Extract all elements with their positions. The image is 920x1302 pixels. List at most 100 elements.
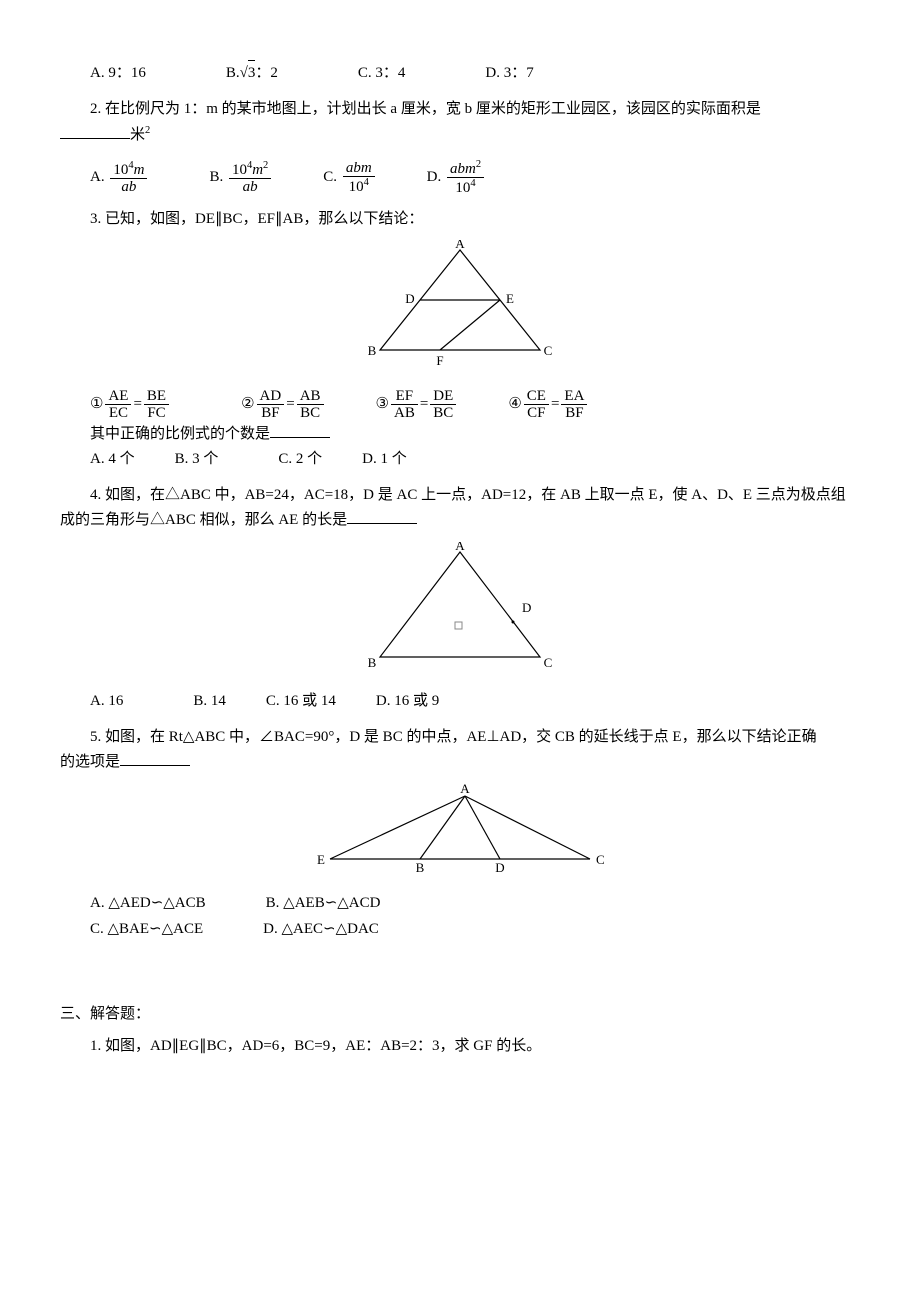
label-e: E — [506, 291, 514, 306]
q3-f1b: BEFC — [144, 388, 169, 422]
q1-b-suffix: ：2 — [255, 61, 278, 87]
q3-f2b-num: AB — [297, 388, 324, 406]
q5-answers: A. △AED∽△ACB B. △AEB∽△ACD C. △BAE∽△ACE D… — [90, 891, 860, 942]
q3-f2b: ABBC — [297, 388, 324, 422]
q3-f1a: AEEC — [105, 388, 131, 422]
q2-option-d: D. abm2 104 — [427, 159, 486, 197]
question-5: 5. 如图，在 Rt△ABC 中，∠BAC=90°，D 是 BC 的中点，AE⊥… — [60, 725, 860, 943]
q3-ans-a: A. 4 个 — [90, 447, 135, 473]
watermark-icon — [455, 622, 462, 629]
q3-blank — [270, 422, 330, 438]
q2a-num: 104m — [110, 160, 147, 180]
q2d-num-val: abm — [450, 161, 476, 177]
label-d: D — [405, 291, 414, 306]
q2b-label: B. — [209, 165, 223, 191]
q4-text-a: 4. 如图，在△ABC 中，AB=24，AC=18，D 是 AC 上一点，AD=… — [60, 483, 860, 509]
label-a: A — [460, 784, 470, 796]
q2-option-row: A. 104m ab B. 104m2 ab C. abm 104 D. abm… — [90, 159, 860, 197]
q2-option-b: B. 104m2 ab — [209, 160, 273, 196]
q3-tail-text: 其中正确的比例式的个数是 — [90, 426, 270, 442]
q3-f3b-num: DE — [430, 388, 456, 406]
q2d-den-base: 10 — [455, 180, 470, 196]
q1-option-a: A. 9：16 — [90, 60, 146, 87]
q5-figure: A E B D C — [60, 784, 860, 884]
label-d: D — [522, 600, 531, 615]
q5-text-a: 5. 如图，在 Rt△ABC 中，∠BAC=90°，D 是 BC 的中点，AE⊥… — [60, 725, 860, 751]
q2-text-content: 2. 在比例尺为 1：m 的某市地图上，计划出长 a 厘米，宽 b 厘米的矩形工… — [90, 101, 761, 117]
q3-text: 3. 已知，如图，DE∥BC，EF∥AB，那么以下结论： — [60, 207, 860, 233]
q2d-den: 104 — [447, 178, 484, 197]
q3-tail: 其中正确的比例式的个数是 — [90, 422, 860, 448]
q1-option-d: D. 3：7 — [485, 60, 533, 87]
q4-text-b-row: 成的三角形与△ABC 相似，那么 AE 的长是 — [60, 508, 860, 534]
q3-sub-2: ② ADBF = ABBC — [241, 388, 325, 422]
question-2: 2. 在比例尺为 1：m 的某市地图上，计划出长 a 厘米，宽 b 厘米的矩形工… — [60, 97, 860, 197]
eq-sign: = — [551, 392, 559, 418]
q3-ans-c: C. 2 个 — [278, 447, 322, 473]
q2a-den-val: ab — [121, 179, 136, 195]
q3-f2a: ADBF — [257, 388, 285, 422]
q3-sub-3: ③ EFAB = DEBC — [376, 388, 459, 422]
q2a-den: ab — [110, 179, 147, 196]
label-a: A — [455, 240, 465, 251]
q2b-num-suf: m — [252, 162, 263, 178]
q2a-frac: 104m ab — [110, 160, 147, 196]
q5-triangle-svg: A E B D C — [310, 784, 610, 874]
eq-sign: = — [420, 392, 428, 418]
q2d-num: abm2 — [447, 159, 484, 179]
q4-ans-d: D. 16 或 9 — [376, 689, 439, 715]
q2b-den-val: ab — [243, 179, 258, 195]
q2b-num: 104m2 — [229, 160, 271, 180]
q3-n1: ① — [90, 392, 103, 418]
q4-text-b: 成的三角形与△ABC 相似，那么 AE 的长是 — [60, 512, 347, 528]
q4-ans-c: C. 16 或 14 — [266, 689, 336, 715]
label-f: F — [436, 353, 443, 368]
sqrt-arg: 3 — [248, 60, 256, 87]
q5-text-b: 的选项是 — [60, 754, 120, 770]
q3-n4: ④ — [508, 392, 521, 418]
label-b: B — [368, 655, 377, 670]
section-3-q1: 1. 如图，AD∥EG∥BC，AD=6，BC=9，AE：AB=2：3，求 GF … — [60, 1034, 860, 1060]
q5-row2: C. △BAE∽△ACE D. △AEC∽△DAC — [90, 917, 860, 943]
q3-figure: A B C D E F — [60, 240, 860, 380]
question-1-options: A. 9：16 B. √3 ：2 C. 3：4 D. 3：7 — [60, 60, 860, 87]
label-c: C — [596, 852, 605, 867]
q3-subopts: ① AEEC = BEFC ② ADBF = ABBC ③ EFAB = DEB… — [90, 388, 860, 422]
q3-f4a: CECF — [524, 388, 549, 422]
q2c-den-exp: 4 — [364, 177, 369, 188]
q2a-label: A. — [90, 165, 105, 191]
q3-f1b-num: BE — [144, 388, 169, 406]
q3-ans-d: D. 1 个 — [362, 447, 407, 473]
q3-n2: ② — [241, 392, 254, 418]
q1-option-c: C. 3：4 — [358, 60, 406, 87]
q3-f3a: EFAB — [391, 388, 418, 422]
label-b: B — [416, 860, 425, 874]
q3-f3b-den: BC — [430, 405, 456, 422]
q2b-num-base: 10 — [232, 162, 247, 178]
q4-answers: A. 16 B. 14 C. 16 或 14 D. 16 或 9 — [90, 689, 860, 715]
q2c-label: C. — [323, 165, 337, 191]
q2-text: 2. 在比例尺为 1：m 的某市地图上，计划出长 a 厘米，宽 b 厘米的矩形工… — [60, 97, 860, 123]
q3-f3b: DEBC — [430, 388, 456, 422]
q2c-num: abm — [343, 160, 375, 178]
q3-f2a-num: AD — [257, 388, 285, 406]
question-4: 4. 如图，在△ABC 中，AB=24，AC=18，D 是 AC 上一点，AD=… — [60, 483, 860, 715]
q4-triangle-svg: A B C D — [350, 542, 570, 672]
label-c: C — [544, 343, 553, 358]
q2b-num-exp2: 2 — [263, 160, 268, 171]
q3-ans-b: B. 3 个 — [175, 447, 219, 473]
q3-f3a-num: EF — [391, 388, 418, 406]
q2d-label: D. — [427, 165, 442, 191]
q4-ans-a: A. 16 — [90, 689, 123, 715]
question-3: 3. 已知，如图，DE∥BC，EF∥AB，那么以下结论： A B C D E F… — [60, 207, 860, 473]
q2-option-c: C. abm 104 — [323, 160, 376, 196]
section-3-title: 三、解答题： — [60, 1002, 860, 1028]
q4-ans-b: B. 14 — [193, 689, 226, 715]
line-ca — [465, 796, 590, 859]
q2a-num-suf: m — [134, 162, 145, 178]
q4-blank — [347, 508, 417, 524]
q5-ans-a: A. △AED∽△ACB — [90, 891, 206, 917]
line-ea — [330, 796, 465, 859]
q3-f4b: EABF — [561, 388, 587, 422]
q1-option-row: A. 9：16 B. √3 ：2 C. 3：4 D. 3：7 — [90, 60, 860, 87]
